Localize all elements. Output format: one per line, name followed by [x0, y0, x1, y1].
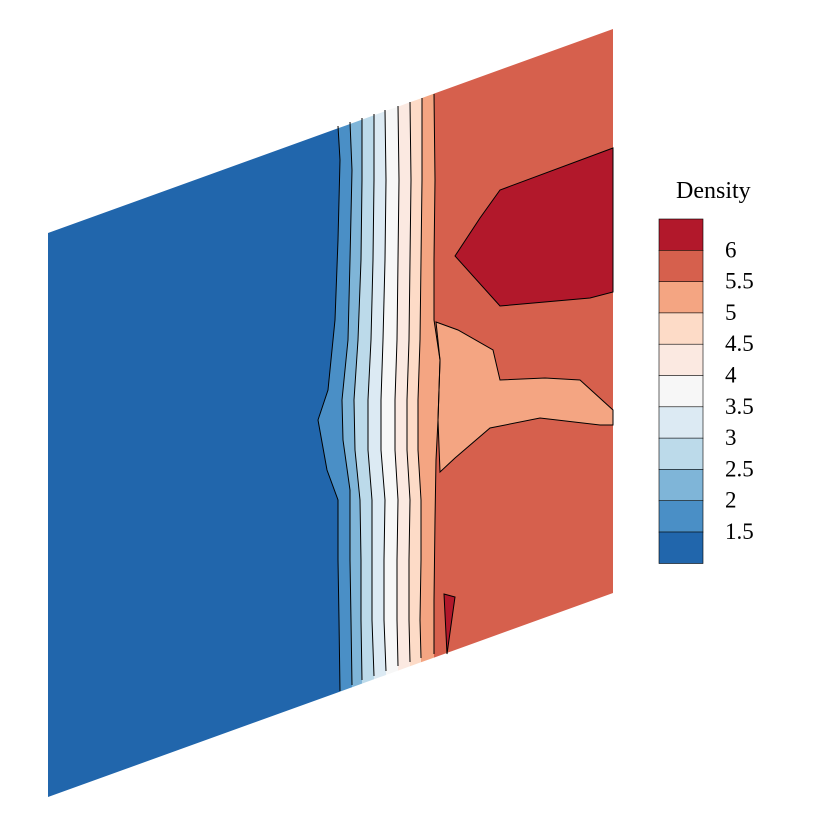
contour-region: [443, 593, 456, 655]
contour-region: [48, 126, 340, 797]
legend-swatch: [658, 406, 704, 439]
legend-label: 4.5: [725, 331, 754, 356]
legend-title: Density: [676, 178, 751, 204]
legend-label: 2.5: [725, 456, 754, 481]
legend-swatch: [658, 500, 704, 533]
legend-swatch: [658, 531, 704, 564]
contour-line: [380, 109, 387, 672]
contour-line: [417, 98, 423, 659]
contour-line: [406, 101, 412, 663]
legend: Density 6 5.5 5 4.5 4 3.5 3 2.5 2 1.5: [658, 178, 754, 564]
contour-line: [353, 118, 363, 681]
legend-label: 4: [725, 363, 737, 388]
legend-swatch: [658, 375, 704, 408]
contour-region: [342, 118, 362, 688]
contour-region: [454, 147, 614, 307]
legend-swatch: [658, 218, 704, 251]
legend-swatch: [658, 312, 704, 345]
contour-region: [407, 98, 422, 667]
contour-region: [354, 114, 374, 684]
contour-region: [318, 122, 352, 692]
contour-line: [433, 93, 441, 654]
contour-plot: [48, 29, 614, 797]
legend-label: 6: [725, 237, 737, 262]
legend-label: 5.5: [725, 269, 754, 294]
contour-line: [367, 114, 375, 677]
contour-region: [395, 102, 411, 671]
legend-label: 1.5: [725, 519, 754, 544]
legend-swatch: [658, 437, 704, 470]
contour-line: [341, 121, 353, 686]
legend-label: 2: [725, 488, 737, 513]
legend-label: 3.5: [725, 394, 754, 419]
legend-label: 3: [725, 425, 737, 450]
contour-line: [317, 125, 341, 692]
legend-swatch: [658, 469, 704, 502]
contour-region: [435, 321, 614, 474]
legend-swatch: [658, 281, 704, 314]
legend-swatch: [658, 250, 704, 283]
legend-label: 5: [725, 300, 737, 325]
legend-swatch: [658, 343, 704, 377]
contour-line: [394, 105, 400, 667]
